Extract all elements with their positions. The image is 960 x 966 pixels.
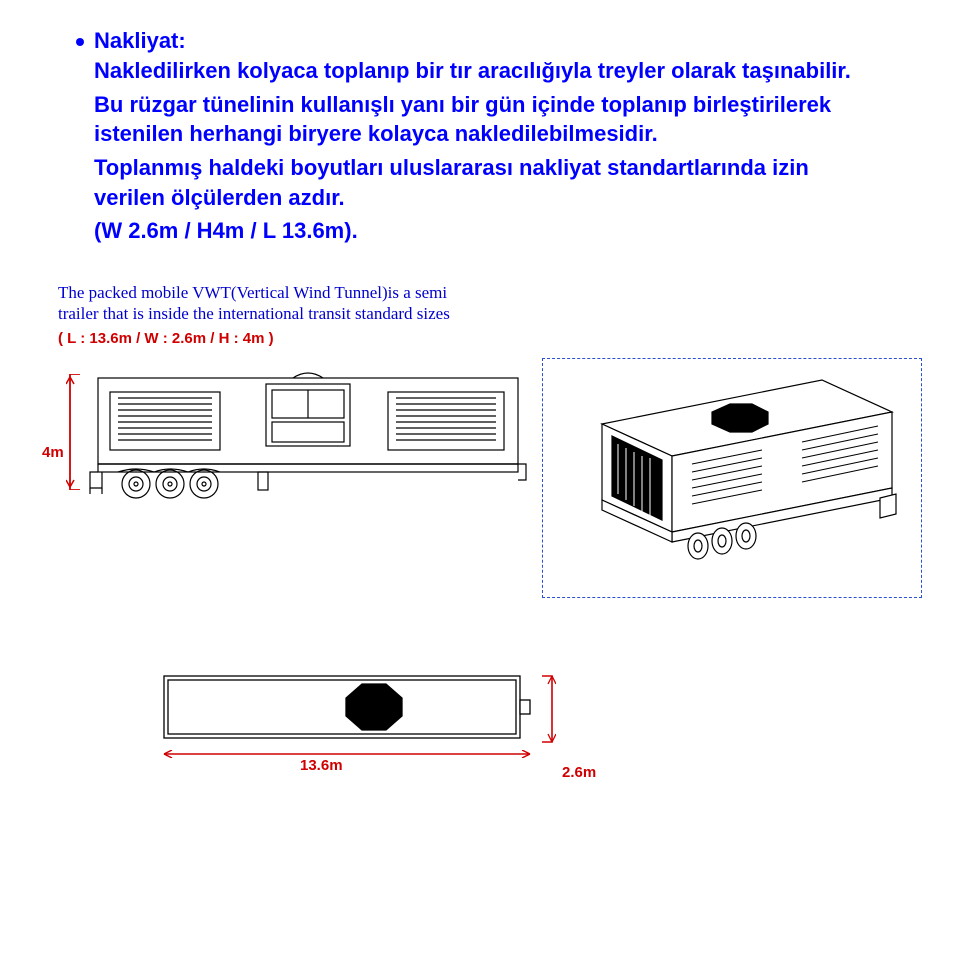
english-line-2: trailer that is inside the international…: [58, 304, 450, 323]
paragraph-2: Bu rüzgar tünelinin kullanışlı yanı bir …: [94, 90, 854, 149]
height-dimension-bracket: [66, 374, 84, 490]
paragraph-4: (W 2.6m / H4m / L 13.6m).: [94, 216, 854, 246]
paragraph-3: Toplanmış haldeki boyutları uluslararası…: [94, 153, 854, 212]
paragraph-1: Nakledilirken kolyaca toplanıp bir tır a…: [94, 56, 854, 86]
section-heading: Nakliyat:: [94, 28, 186, 54]
bullet-dot: [76, 38, 84, 46]
width-label-2-6m: 2.6m: [562, 764, 596, 781]
height-label-4m: 4m: [42, 444, 64, 461]
dimensions-summary: ( L : 13.6m / W : 2.6m / H : 4m ): [58, 330, 274, 347]
english-caption: The packed mobile VWT(Vertical Wind Tunn…: [58, 282, 450, 325]
english-line-1: The packed mobile VWT(Vertical Wind Tunn…: [58, 283, 447, 302]
width-dimension-bracket: [538, 674, 556, 744]
trailer-isometric-view: [562, 374, 902, 574]
length-label-13-6m: 13.6m: [300, 757, 343, 774]
trailer-side-view: [88, 370, 528, 500]
length-dimension-bracket: [162, 750, 532, 758]
trailer-top-view: [162, 670, 532, 748]
diagram-area: The packed mobile VWT(Vertical Wind Tunn…: [42, 282, 922, 842]
